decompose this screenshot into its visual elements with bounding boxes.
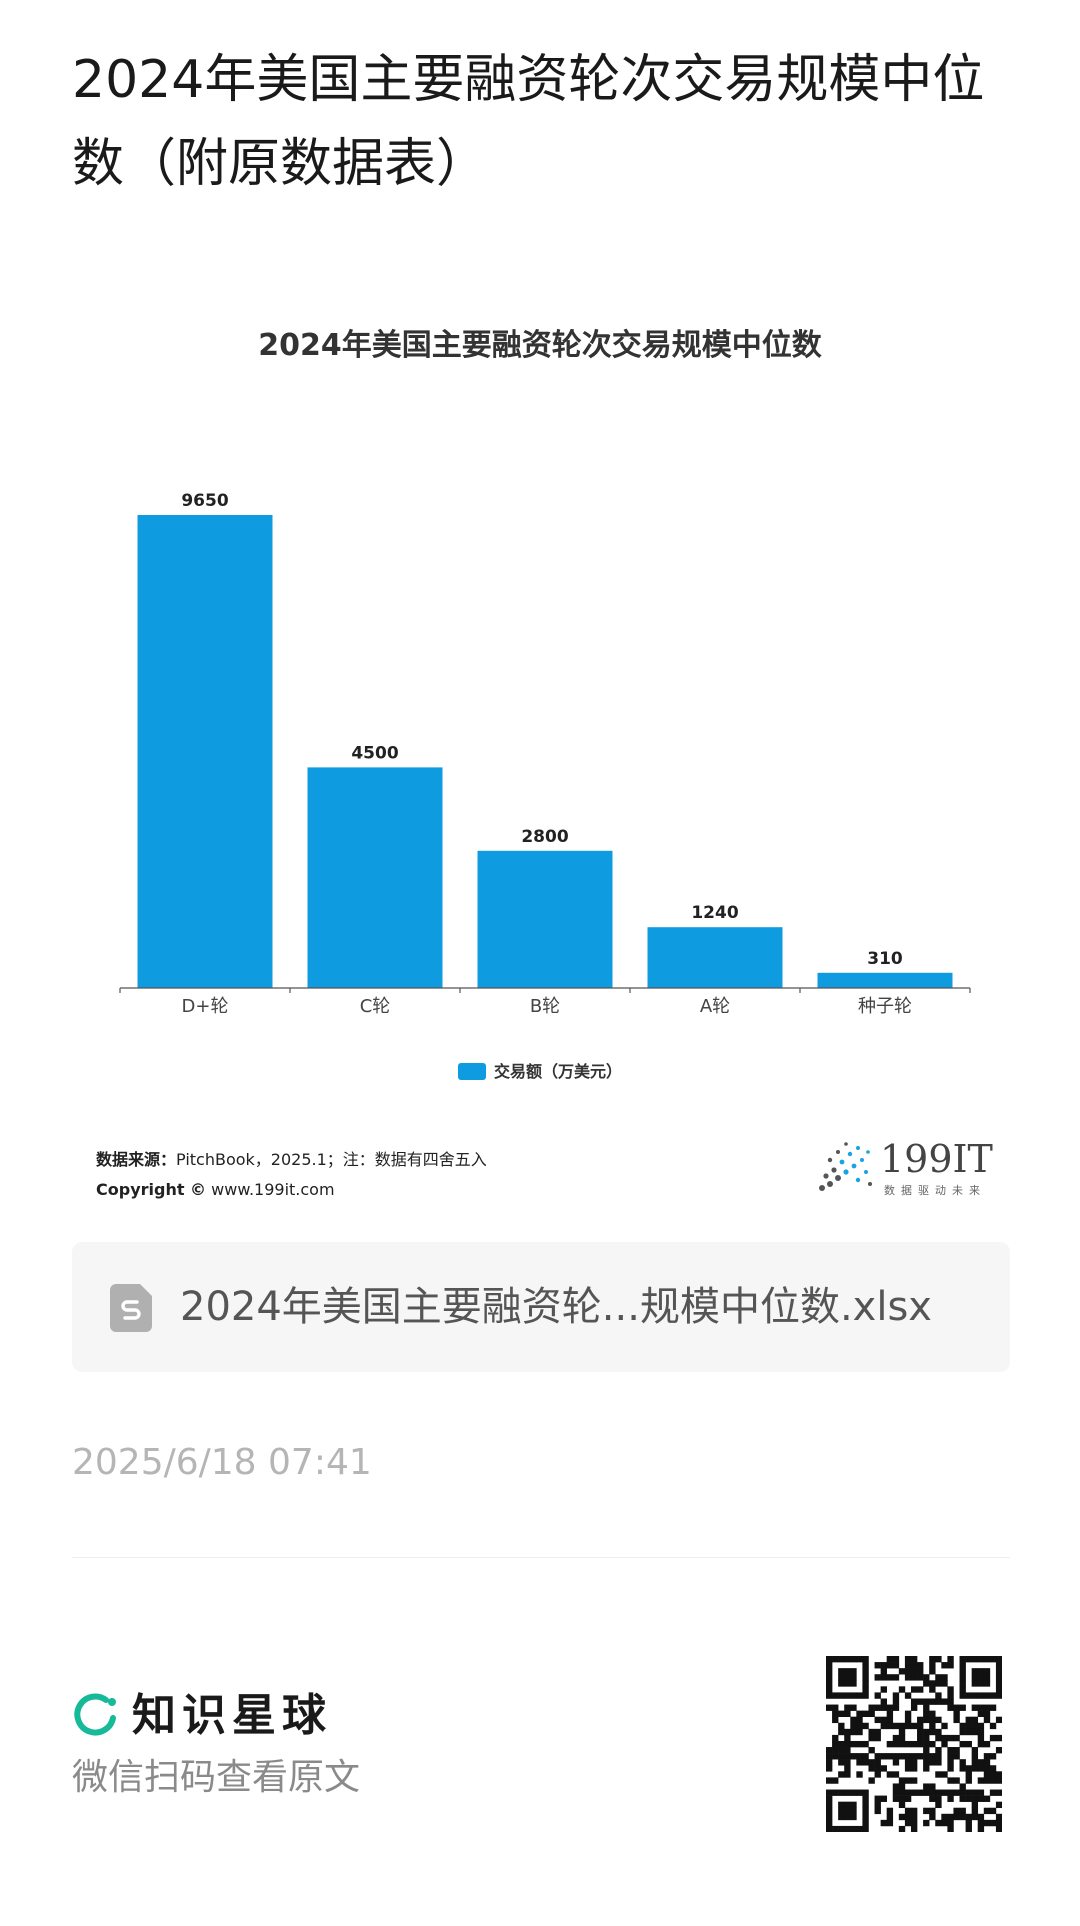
x-tick-label: A轮 <box>700 996 730 1017</box>
brand-name: 199IT <box>880 1137 993 1181</box>
bar-value-label: 310 <box>867 949 903 969</box>
x-tick-label: B轮 <box>530 996 560 1017</box>
legend-swatch <box>457 1063 486 1080</box>
bar-1 <box>307 767 443 988</box>
source-text: PitchBook，2025.1；注：数据有四舍五入 <box>176 1150 487 1169</box>
app-name: 知识星球 <box>132 1690 332 1741</box>
bar-chart: 2024年美国主要融资轮次交易规模中位数 9650 4500 2800 1240 310… <box>119 328 971 1017</box>
post-timestamp: 2025/6/18 07:41 <box>72 1442 372 1483</box>
brand-dots-icon <box>819 1142 872 1191</box>
bar-3 <box>647 927 783 988</box>
x-tick-label: D+轮 <box>182 996 229 1017</box>
bar-value-label: 9650 <box>181 491 228 511</box>
source-label: 数据来源： <box>96 1150 177 1169</box>
copyright-label: Copyright © <box>96 1180 207 1199</box>
qr-code-icon[interactable] <box>826 1656 1002 1832</box>
page-title: 2024年美国主要融资轮次交易规模中位数（附原数据表） <box>72 50 985 194</box>
copyright-line: Copyright © www.199it.com <box>96 1175 487 1205</box>
spreadsheet-file-icon <box>110 1284 152 1332</box>
scan-hint: 微信扫码查看原文 <box>72 1757 361 1798</box>
x-axis: D+轮 C轮 B轮 A轮 种子轮 <box>119 987 971 1017</box>
copyright-text: www.199it.com <box>211 1180 335 1199</box>
attachment-file-name: 2024年美国主要融资轮...规模中位数.xlsx <box>180 1284 932 1330</box>
x-tick-label: C轮 <box>360 996 391 1017</box>
bar-value-label: 1240 <box>691 903 738 923</box>
chart-legend: 交易额（万美元） <box>72 1058 1008 1082</box>
brand-logo: 199IT 数据驱动未来 <box>819 1137 993 1197</box>
x-tick-label: 种子轮 <box>858 996 912 1017</box>
bar-4 <box>817 972 953 988</box>
legend-label: 交易额（万美元） <box>493 1062 622 1081</box>
source-note: 数据来源：PitchBook，2025.1；注：数据有四舍五入 Copyrigh… <box>96 1145 487 1205</box>
divider <box>72 1557 1010 1558</box>
bar-2 <box>477 850 613 988</box>
planet-ring-icon <box>74 1693 116 1736</box>
bar-value-label: 4500 <box>351 743 398 763</box>
brand-slogan: 数据驱动未来 <box>884 1183 986 1197</box>
chart-card: 2024年美国主要融资轮次交易规模中位数 9650 4500 2800 1240 310… <box>72 300 1008 1200</box>
chart-title: 2024年美国主要融资轮次交易规模中位数 <box>258 328 822 363</box>
attachment-card[interactable]: 2024年美国主要融资轮...规模中位数.xlsx <box>72 1242 1010 1372</box>
bar-value-label: 2800 <box>521 827 568 847</box>
bar-0 <box>137 515 273 988</box>
source-line: 数据来源：PitchBook，2025.1；注：数据有四舍五入 <box>96 1145 487 1175</box>
bar-group: 9650 4500 2800 1240 310 <box>137 491 953 988</box>
